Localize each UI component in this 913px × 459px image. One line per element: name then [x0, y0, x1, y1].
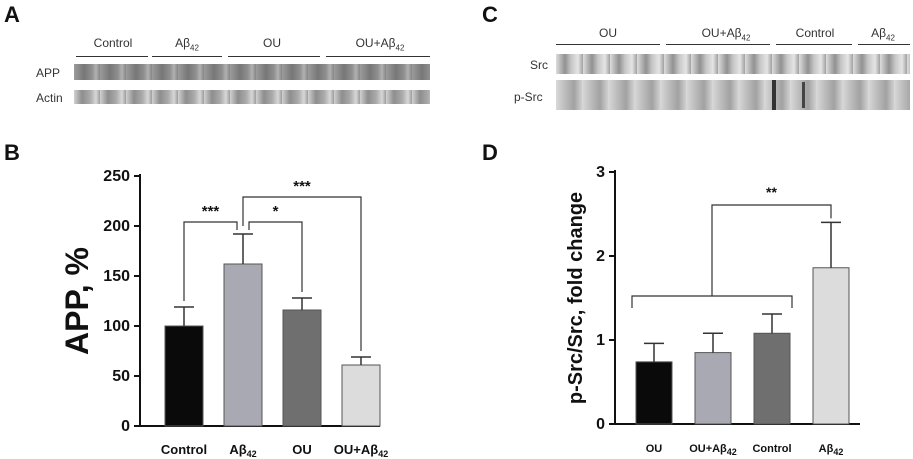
- panel-letter-b: B: [4, 140, 20, 165]
- blot-c-psrc-band: [556, 80, 910, 110]
- group-bracket: [631, 295, 793, 308]
- blot-c-src-band: [556, 54, 910, 74]
- blot-c-psrc-artifact: [772, 80, 776, 110]
- blot-a-group-label: OU: [263, 36, 281, 50]
- significance-bracket: [711, 204, 832, 296]
- blot-c-group-label: Control: [795, 26, 835, 40]
- bar: [164, 325, 204, 427]
- y-axis-label: p-Src/Src, fold change: [565, 192, 587, 404]
- y-tick-label: 250: [103, 168, 130, 185]
- blot-c-row-label: Src: [530, 58, 548, 72]
- y-tick-label: 0: [596, 416, 605, 433]
- y-tick-label: 50: [112, 368, 130, 385]
- significance-label: *: [273, 203, 279, 220]
- bar: [341, 364, 381, 427]
- y-tick-label: 200: [103, 218, 130, 235]
- category-label: Aβ42: [819, 443, 844, 457]
- blot-a-group-line: [152, 56, 222, 57]
- blot-a-group-line: [326, 56, 430, 57]
- category-label: OU+Aβ42: [334, 442, 388, 459]
- blot-a-app-band: [74, 64, 430, 80]
- category-label: OU+Aβ42: [689, 443, 737, 457]
- panel-letter-a: A: [4, 2, 20, 27]
- significance-bracket: [183, 221, 238, 301]
- y-tick-label: 100: [103, 318, 130, 335]
- y-tick-label: 3: [596, 164, 605, 181]
- blot-c-row-label: p-Src: [514, 90, 543, 104]
- blot-a-group-line: [76, 56, 148, 57]
- bar: [753, 332, 791, 425]
- significance-label: **: [766, 184, 777, 200]
- y-tick-label: 150: [103, 268, 130, 285]
- category-label: OU: [646, 443, 663, 455]
- blot-a-row-label: Actin: [36, 91, 63, 105]
- blot-c-psrc-artifact: [802, 82, 805, 108]
- blot-c-group-label: Aβ42: [871, 26, 895, 43]
- significance-bracket: [248, 221, 303, 292]
- y-tick-label: 2: [596, 248, 605, 265]
- blot-a-actin-band: [74, 90, 430, 104]
- y-tick-label: 1: [596, 332, 605, 349]
- bar: [694, 352, 732, 425]
- blot-a-group-label: Control: [93, 36, 133, 50]
- blot-c-group-line: [556, 44, 660, 45]
- y-axis-label: APP, %: [59, 247, 95, 355]
- category-label: Aβ42: [229, 442, 256, 459]
- bar: [282, 309, 322, 427]
- bar: [635, 361, 673, 425]
- panel-letter-d: D: [482, 140, 498, 165]
- bar: [223, 263, 263, 427]
- significance-label: ***: [202, 203, 220, 220]
- blot-c-group-line: [666, 44, 770, 45]
- significance-label: ***: [293, 178, 311, 195]
- blot-a-group-line: [228, 56, 320, 57]
- blot-c-group-label: OU: [599, 26, 617, 40]
- blot-c-group-line: [858, 44, 910, 45]
- category-label: Control: [161, 442, 207, 457]
- blot-a-row-label: APP: [36, 66, 61, 80]
- bar: [812, 267, 850, 425]
- y-tick-label: 0: [121, 418, 130, 435]
- blot-a-group-label: OU+Aβ42: [355, 36, 405, 53]
- blot-c-group-label: OU+Aβ42: [701, 26, 751, 43]
- significance-bracket: [242, 196, 362, 351]
- category-label: Control: [752, 443, 791, 455]
- blot-a-group-label: Aβ42: [175, 36, 199, 53]
- category-label: OU: [292, 442, 312, 457]
- panel-letter-c: C: [482, 2, 498, 27]
- blot-c-group-line: [776, 44, 852, 45]
